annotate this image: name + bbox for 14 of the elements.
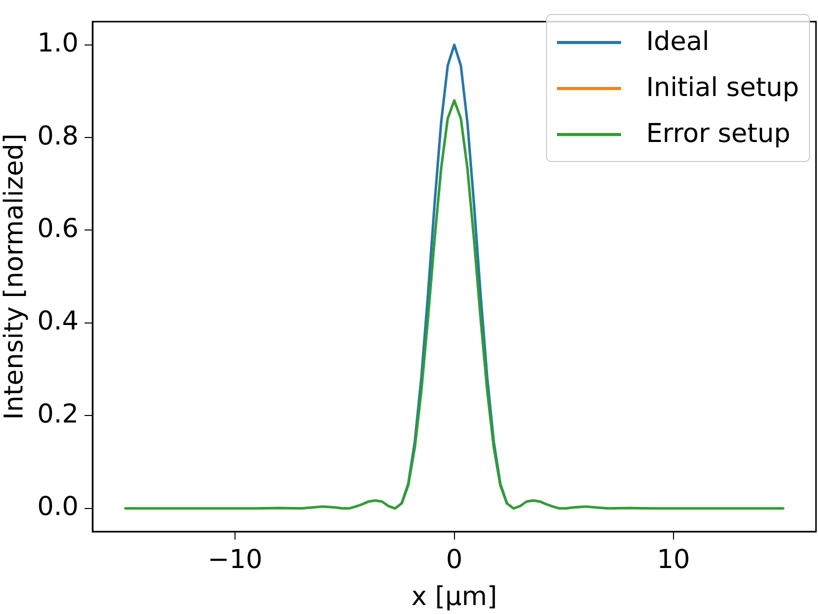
y-tick-label: 0.2 <box>37 399 79 430</box>
x-tick-label: −10 <box>208 544 262 575</box>
y-tick-label: 0.0 <box>37 492 79 522</box>
y-tick-label: 0.8 <box>37 121 79 152</box>
legend-label: Ideal <box>646 27 710 57</box>
y-tick-label: 0.6 <box>37 214 79 244</box>
y-tick-label: 1.0 <box>37 28 79 59</box>
legend-label: Error setup <box>646 119 790 149</box>
x-axis-title: x [μm] <box>411 582 498 612</box>
legend-label: Initial setup <box>646 73 799 103</box>
y-tick-label: 0.4 <box>37 306 79 337</box>
y-axis-title: Intensity [normalized] <box>0 134 30 420</box>
x-tick-label: 0 <box>446 544 463 575</box>
x-tick-label: 10 <box>656 544 690 575</box>
